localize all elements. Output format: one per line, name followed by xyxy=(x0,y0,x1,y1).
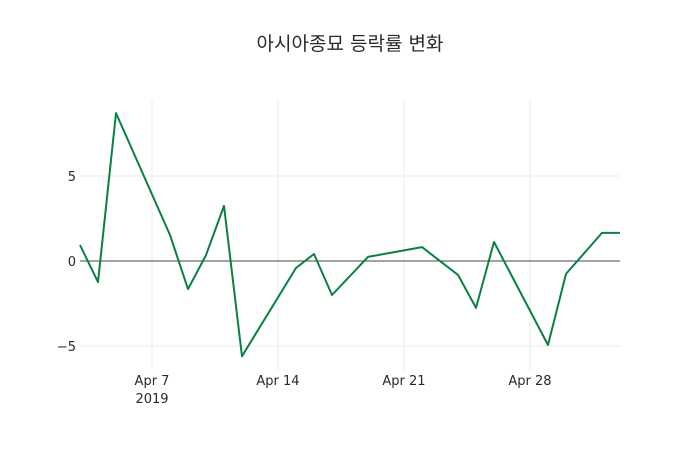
x-tick-label: Apr 28 xyxy=(508,374,551,389)
gridlines xyxy=(80,100,620,370)
x-axis-ticks: Apr 7 2019 Apr 14 Apr 21 Apr 28 xyxy=(135,374,552,407)
y-tick-label: −5 xyxy=(57,340,76,355)
chart-title: 아시아종묘 등락률 변화 xyxy=(256,33,444,55)
x-tick-label: Apr 14 xyxy=(256,374,299,389)
x-tick-year-label: 2019 xyxy=(135,392,168,407)
x-tick-label: Apr 21 xyxy=(382,374,425,389)
y-tick-label: 5 xyxy=(68,170,76,185)
series-line xyxy=(79,112,620,358)
x-tick-label: Apr 7 xyxy=(135,374,170,389)
y-axis-ticks: −5 0 5 xyxy=(57,170,76,355)
y-tick-label: 0 xyxy=(68,255,76,270)
